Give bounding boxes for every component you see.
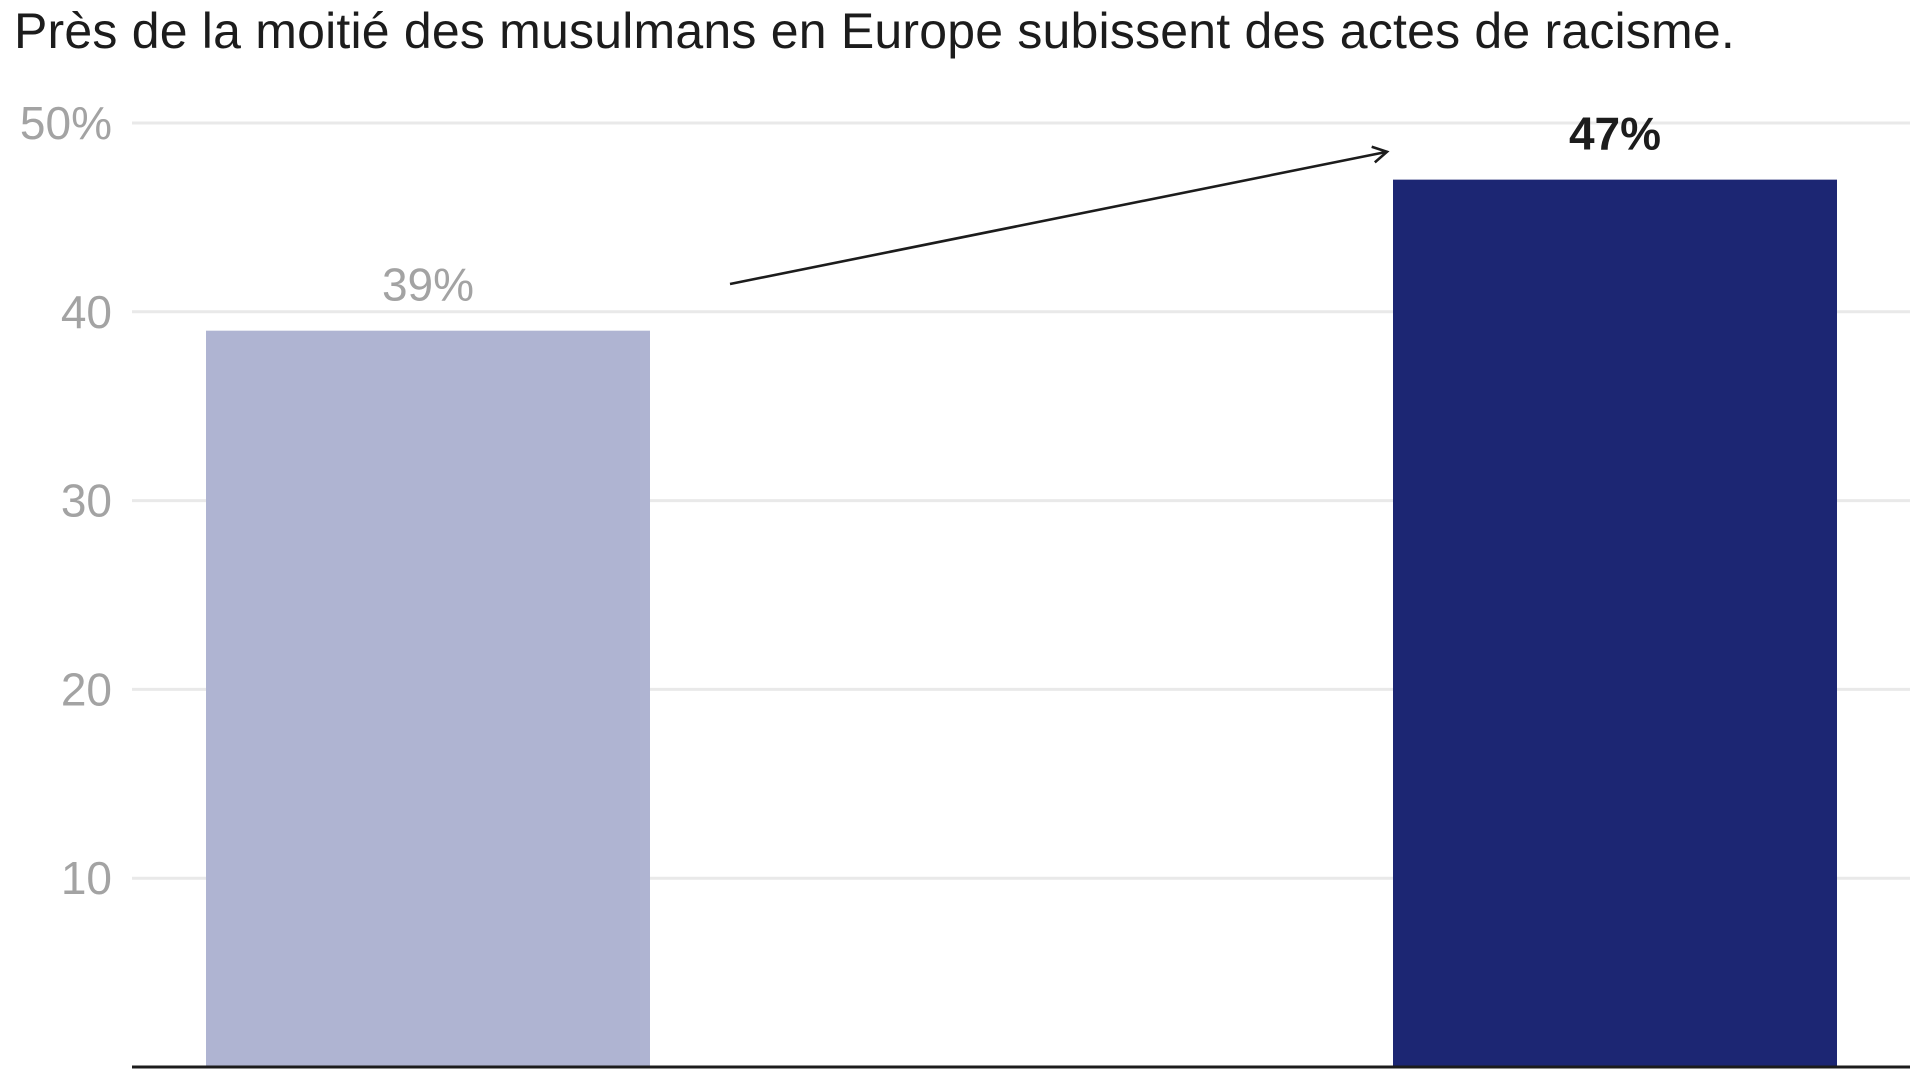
bar-value-label: 47% — [1569, 108, 1661, 160]
y-tick-label: 20 — [61, 663, 112, 715]
bars — [206, 179, 1837, 1067]
y-tick-label: 10 — [61, 852, 112, 904]
bar-value-label: 39% — [382, 259, 474, 311]
bar — [206, 330, 650, 1067]
y-tick-label: 40 — [61, 286, 112, 338]
value-labels: 39% 47% — [382, 108, 1661, 311]
y-tick-label: 30 — [61, 475, 112, 527]
bar — [1393, 179, 1837, 1067]
increase-arrow — [729, 145, 1390, 286]
chart-title: Près de la moitié des musulmans en Europ… — [14, 3, 1735, 59]
annotation-arrow — [729, 145, 1390, 286]
y-tick-label: 50% — [20, 97, 112, 149]
